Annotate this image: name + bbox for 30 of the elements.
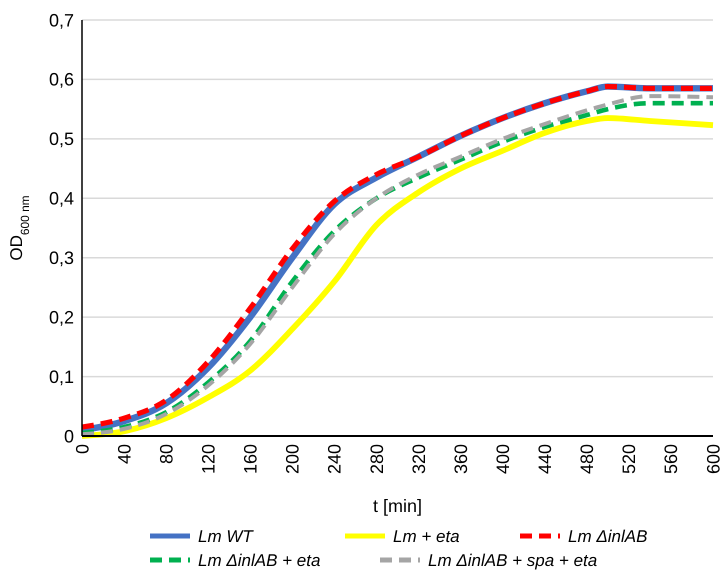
- legend-label: Lm ΔinlAB: [568, 526, 648, 546]
- y-tick-label: 0,2: [48, 307, 74, 328]
- x-tick-label: 560: [661, 444, 682, 474]
- y-tick-label: 0,4: [48, 188, 74, 209]
- x-tick-label: 400: [492, 444, 513, 474]
- legend-label: Lm WT: [198, 526, 254, 546]
- y-tick-label: 0,3: [48, 248, 74, 268]
- x-tick-label: 600: [703, 444, 724, 474]
- x-tick-label: 360: [450, 444, 471, 474]
- x-tick-label: 240: [324, 444, 345, 474]
- x-tick-label: 120: [198, 444, 218, 474]
- y-tick-label: 0: [64, 426, 74, 446]
- x-tick-label: 280: [366, 444, 387, 474]
- y-tick-label: 0,6: [48, 70, 74, 90]
- y-tick-label: 0,1: [48, 366, 74, 387]
- x-tick-label: 40: [114, 444, 134, 464]
- x-axis-title: t [min]: [372, 496, 422, 516]
- y-tick-label: 0,5: [48, 129, 74, 150]
- legend-label: Lm + eta: [393, 526, 460, 546]
- x-tick-label: 200: [282, 444, 303, 474]
- y-tick-label: 0,7: [48, 10, 74, 30]
- x-tick-label: 480: [577, 444, 598, 474]
- legend-label: Lm ΔinlAB + spa + eta: [428, 550, 598, 570]
- x-tick-label: 320: [408, 444, 429, 474]
- x-tick-label: 520: [619, 444, 640, 474]
- x-tick-label: 160: [240, 444, 261, 474]
- x-tick-label: 80: [156, 444, 176, 464]
- x-tick-label: 440: [535, 444, 556, 474]
- legend-label: Lm ΔinlAB + eta: [198, 550, 320, 570]
- x-tick-label: 0: [72, 444, 92, 454]
